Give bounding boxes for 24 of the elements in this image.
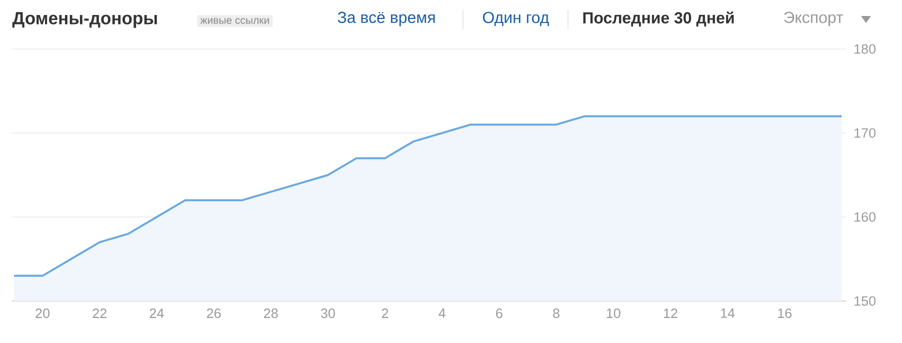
x-tick-label: 12 bbox=[664, 308, 678, 318]
chart-subtitle: живые ссылки bbox=[200, 18, 269, 24]
x-tick-label: 14 bbox=[721, 308, 735, 318]
chart-title: Домены-доноры bbox=[12, 12, 157, 28]
x-tick-label: 2 bbox=[382, 308, 388, 318]
x-tick-label: 8 bbox=[553, 308, 560, 318]
text: Экспорт bbox=[784, 12, 844, 26]
x-tick-label: 22 bbox=[92, 308, 106, 318]
text: За всё время bbox=[338, 12, 435, 26]
x-tick-label: 28 bbox=[264, 308, 278, 318]
y-tick-label: 160 bbox=[854, 212, 876, 222]
text: Один год bbox=[482, 12, 549, 26]
y-tick-label: 180 bbox=[854, 44, 876, 54]
x-tick-label: 24 bbox=[150, 308, 164, 318]
text: Последние 30 дней bbox=[583, 11, 734, 27]
x-tick-label: 6 bbox=[496, 308, 502, 318]
y-tick-label: 170 bbox=[854, 128, 876, 138]
x-tick-label: 4 bbox=[438, 308, 446, 318]
x-tick-label: 20 bbox=[36, 308, 50, 318]
x-tick-label: 16 bbox=[778, 308, 792, 318]
y-tick-label: 150 bbox=[854, 296, 876, 306]
x-tick-label: 30 bbox=[320, 308, 335, 318]
x-tick-label: 26 bbox=[206, 308, 221, 318]
x-tick-label: 10 bbox=[606, 308, 620, 318]
